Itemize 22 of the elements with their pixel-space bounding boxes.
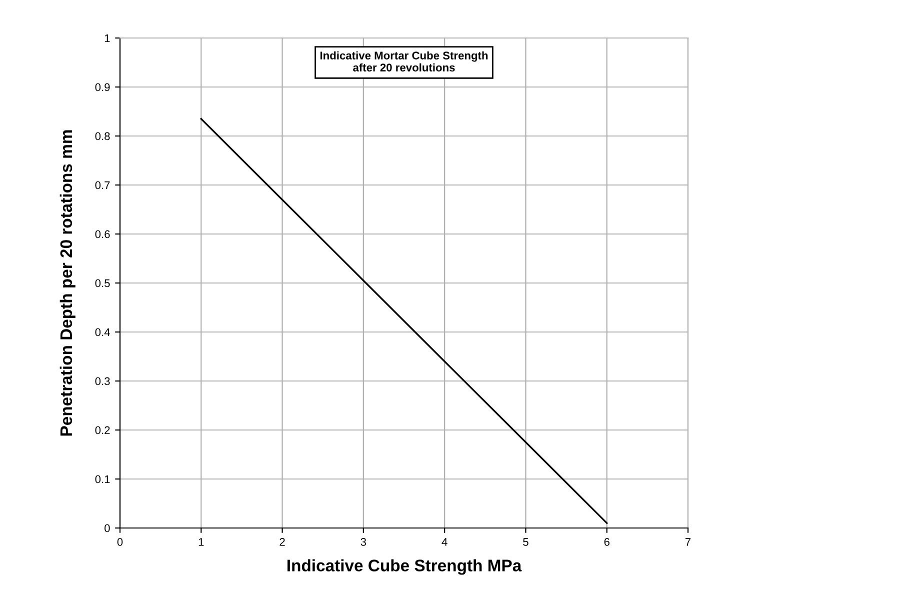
x-tick-label: 1	[198, 538, 204, 546]
y-tick-label: 0.9	[95, 83, 110, 92]
y-tick-label: 1	[104, 34, 110, 42]
text: Indicative Mortar Cube Strength after 20 revolutions	[320, 51, 488, 72]
x-tick-label: 4	[442, 538, 448, 546]
y-tick-label: 0.3	[95, 377, 110, 386]
y-tick-label: 0.7	[95, 181, 110, 190]
x-tick-label: 2	[280, 538, 285, 546]
x-tick-label: 0	[117, 538, 123, 546]
y-tick-label: 0.6	[95, 230, 110, 238]
x-tick-label: 7	[685, 538, 691, 546]
x-axis-title: Indicative Cube Strength MPa	[288, 559, 522, 575]
x-tick-label: 3	[360, 538, 366, 546]
y-axis-title: Penetration Depth per 20 rotations mm	[60, 130, 76, 436]
x-tick-label: 6	[604, 538, 610, 546]
y-tick-label: 0	[104, 524, 110, 532]
y-tick-label: 0.4	[95, 328, 110, 336]
y-tick-label: 0.2	[95, 426, 110, 434]
y-tick-label: 0.1	[95, 475, 110, 484]
y-tick-label: 0.8	[95, 132, 110, 140]
y-tick-label: 0.5	[95, 279, 110, 288]
x-tick-label: 5	[523, 538, 528, 546]
